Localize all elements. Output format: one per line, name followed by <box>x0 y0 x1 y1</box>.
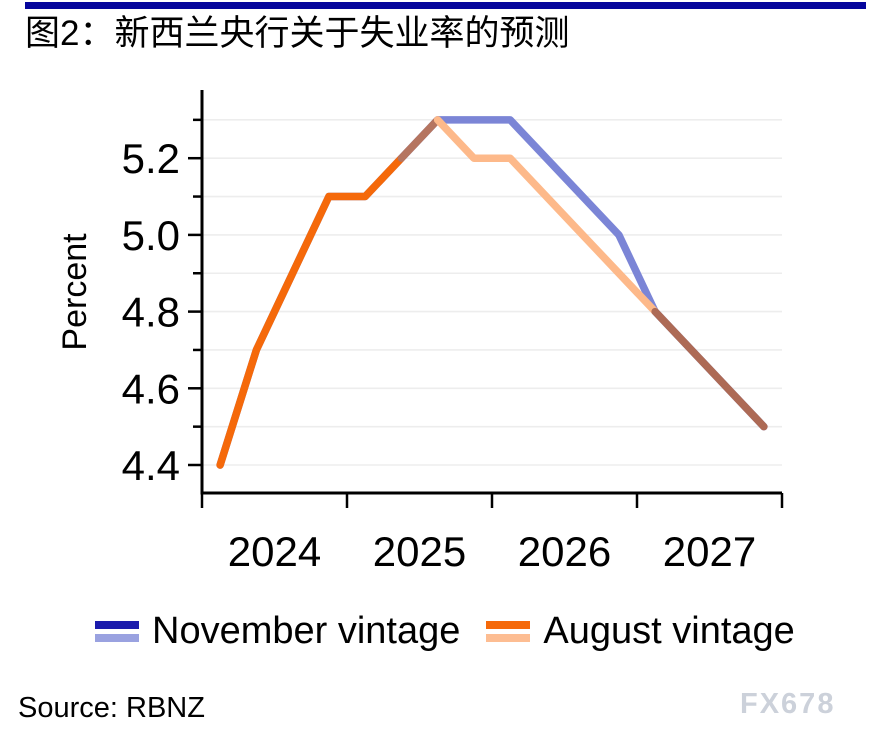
november-light-bar <box>95 634 139 642</box>
title-accent-bar <box>25 2 866 9</box>
y-axis-title: Percent <box>56 233 94 351</box>
watermark-fx678: FX678 <box>740 688 836 720</box>
y-tick-label: 5.0 <box>122 212 180 259</box>
source-text: Source: RBNZ <box>18 692 205 724</box>
axes <box>200 90 782 495</box>
august-line-segment <box>216 154 406 469</box>
y-tick-label: 4.6 <box>122 365 180 412</box>
x-tick-label: 2027 <box>663 528 756 575</box>
x-tick-label: 2026 <box>518 528 611 575</box>
y-tick-label: 4.8 <box>122 289 180 336</box>
november-dark-bar <box>95 621 139 629</box>
figure-title: 图2：新西兰央行关于失业率的预测 <box>25 14 570 53</box>
legend-november-label: November vintage <box>152 610 461 652</box>
y-tick-label: 5.2 <box>122 135 180 182</box>
august-line-segment <box>397 116 442 162</box>
november-line-icon <box>95 621 139 642</box>
august-line-icon <box>486 621 531 642</box>
y-tick-label: 4.4 <box>122 442 180 489</box>
august-line-segment <box>433 116 659 316</box>
august-dark-bar <box>486 621 531 629</box>
august-line-segment <box>651 307 768 431</box>
x-tick-label: 2025 <box>373 528 466 575</box>
legend-entry-november: November vintage <box>95 610 460 653</box>
chart-legend: November vintage August vintage <box>95 610 795 653</box>
august-light-bar <box>486 634 531 642</box>
november-line <box>216 116 768 469</box>
legend-august-label: August vintage <box>543 610 795 652</box>
x-tick-label: 2024 <box>228 528 321 575</box>
legend-entry-august: August vintage <box>486 610 795 653</box>
